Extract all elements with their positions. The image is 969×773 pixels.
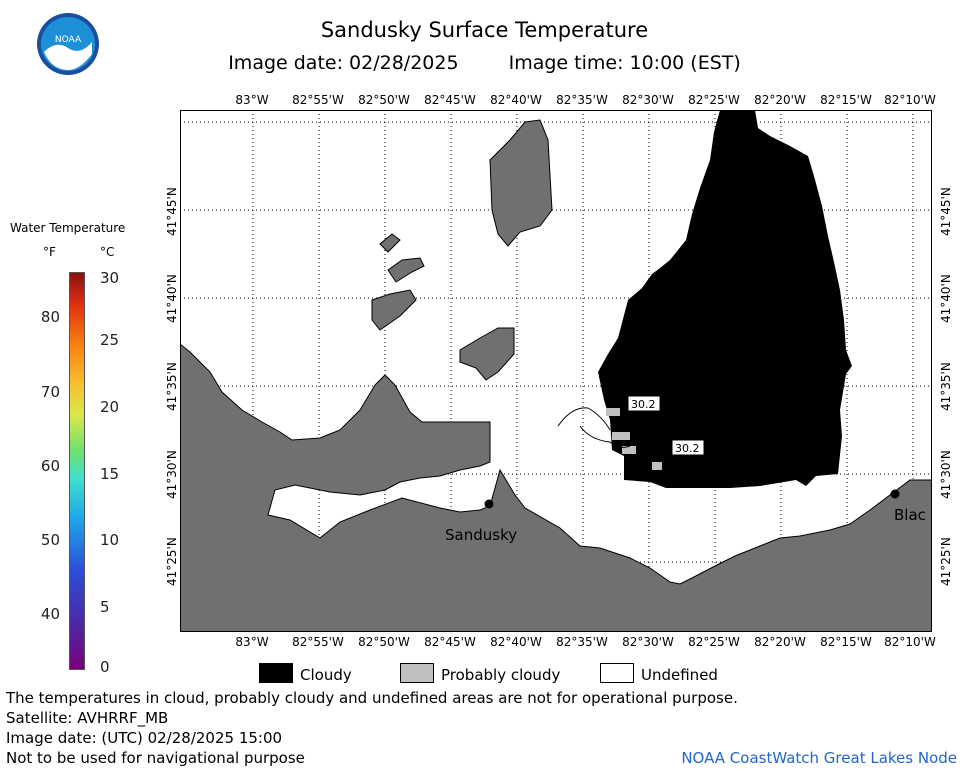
footer-disclaimer: The temperatures in cloud, probably clou… — [6, 689, 738, 707]
colorbar-unit-c: °C — [100, 245, 115, 259]
temperature-readout: 30.2 — [671, 439, 705, 456]
svg-text:30.2: 30.2 — [675, 442, 700, 455]
lon-label-top: 83°W — [235, 93, 269, 107]
footer-credit: NOAA CoastWatch Great Lakes Node — [681, 749, 957, 767]
lon-label-top: 82°30'W — [622, 93, 674, 107]
probably-cloudy-patch — [606, 408, 620, 416]
colorbar — [69, 272, 85, 670]
cloud-mask — [598, 110, 852, 488]
legend-label-undefined: Undefined — [641, 666, 718, 684]
legend-swatch-probably-cloudy — [400, 663, 434, 683]
colorbar-tick-f: 40 — [40, 605, 60, 623]
lon-label-top: 82°40'W — [490, 93, 542, 107]
legend-label-probably-cloudy: Probably cloudy — [441, 666, 561, 684]
colorbar-tick-c: 5 — [100, 598, 110, 616]
legend-label-cloudy: Cloudy — [300, 666, 352, 684]
colorbar-tick-c: 25 — [100, 331, 120, 349]
map-subtitle: Image date: 02/28/2025 Image time: 10:00… — [0, 52, 969, 74]
lon-label-bottom: 82°30'W — [622, 635, 674, 649]
colorbar-title: Water Temperature — [10, 221, 126, 235]
noaa-logo: NOAA — [37, 13, 99, 75]
lon-label-bottom: 82°35'W — [556, 635, 608, 649]
lon-label-top: 82°50'W — [358, 93, 410, 107]
lon-label-top: 82°15'W — [820, 93, 872, 107]
lon-label-bottom: 82°40'W — [490, 635, 542, 649]
city-label-sandusky: Sandusky — [445, 526, 517, 544]
colorbar-unit-f: °F — [43, 245, 56, 259]
colorbar-tick-f: 60 — [40, 457, 60, 475]
lon-label-top: 82°20'W — [754, 93, 806, 107]
lon-label-bottom: 82°20'W — [754, 635, 806, 649]
legend-swatch-undefined — [600, 663, 634, 683]
map-canvas: 30.2 30.2 Sandusky Blac — [180, 110, 932, 632]
lon-label-bottom: 82°15'W — [820, 635, 872, 649]
map-title: Sandusky Surface Temperature — [320, 18, 649, 42]
image-time-label: Image time: 10:00 (EST) — [508, 52, 741, 74]
land-island-small-1 — [379, 233, 401, 253]
svg-text:NOAA: NOAA — [55, 35, 82, 45]
colorbar-tick-f: 50 — [40, 531, 60, 549]
map-shoal-line — [579, 425, 631, 448]
probably-cloudy-patch — [612, 432, 630, 440]
lon-label-top: 82°35'W — [556, 93, 608, 107]
lon-label-top: 82°45'W — [424, 93, 476, 107]
lat-label-right: 41°25'N — [939, 537, 953, 586]
lat-label-right: 41°30'N — [939, 450, 953, 499]
colorbar-tick-c: 20 — [100, 398, 120, 416]
lat-label-left: 41°45'N — [165, 187, 179, 236]
land-island-middle — [459, 327, 515, 381]
city-marker-sandusky — [484, 499, 494, 509]
colorbar-tick-c: 0 — [100, 658, 110, 676]
lat-label-left: 41°25'N — [165, 537, 179, 586]
lon-label-bottom: 82°25'W — [688, 635, 740, 649]
colorbar-tick-c: 15 — [100, 465, 120, 483]
colorbar-tick-f: 70 — [40, 383, 60, 401]
lon-label-bottom: 82°55'W — [292, 635, 344, 649]
lon-label-bottom: 83°W — [235, 635, 269, 649]
footer-satellite: Satellite: AVHRRF_MB — [6, 709, 169, 727]
colorbar-tick-c: 10 — [100, 531, 120, 549]
lon-label-bottom: 82°50'W — [358, 635, 410, 649]
lat-label-right: 41°40'N — [939, 274, 953, 323]
footer-utc-date: Image date: (UTC) 02/28/2025 15:00 — [6, 729, 283, 747]
map-shoal-line — [557, 407, 611, 431]
lon-label-bottom: 82°10'W — [884, 635, 936, 649]
colorbar-tick-c: 30 — [100, 269, 120, 287]
map-frame — [180, 110, 932, 632]
land-island-small-2 — [387, 257, 425, 283]
lat-label-left: 41°30'N — [165, 450, 179, 499]
land-mainland — [180, 343, 932, 632]
lon-label-top: 82°55'W — [292, 93, 344, 107]
legend-swatch-cloudy — [259, 663, 293, 683]
svg-text:30.2: 30.2 — [631, 398, 656, 411]
colorbar-tick-f: 80 — [40, 308, 60, 326]
city-marker-blac — [890, 489, 900, 499]
land-island-north — [489, 119, 553, 247]
image-date-label: Image date: 02/28/2025 — [228, 52, 459, 74]
temperature-readout: 30.2 — [627, 395, 661, 412]
lon-label-top: 82°25'W — [688, 93, 740, 107]
lat-label-right: 41°35'N — [939, 362, 953, 411]
lon-label-top: 82°10'W — [884, 93, 936, 107]
probably-cloudy-patch — [652, 462, 662, 470]
lat-label-right: 41°45'N — [939, 187, 953, 236]
lat-label-left: 41°40'N — [165, 274, 179, 323]
land-island-kelleys — [371, 289, 417, 331]
city-label-blac: Blac — [894, 506, 926, 524]
footer-navigation: Not to be used for navigational purpose — [6, 749, 305, 767]
probably-cloudy-patch — [622, 446, 636, 454]
lon-label-bottom: 82°45'W — [424, 635, 476, 649]
lat-label-left: 41°35'N — [165, 362, 179, 411]
